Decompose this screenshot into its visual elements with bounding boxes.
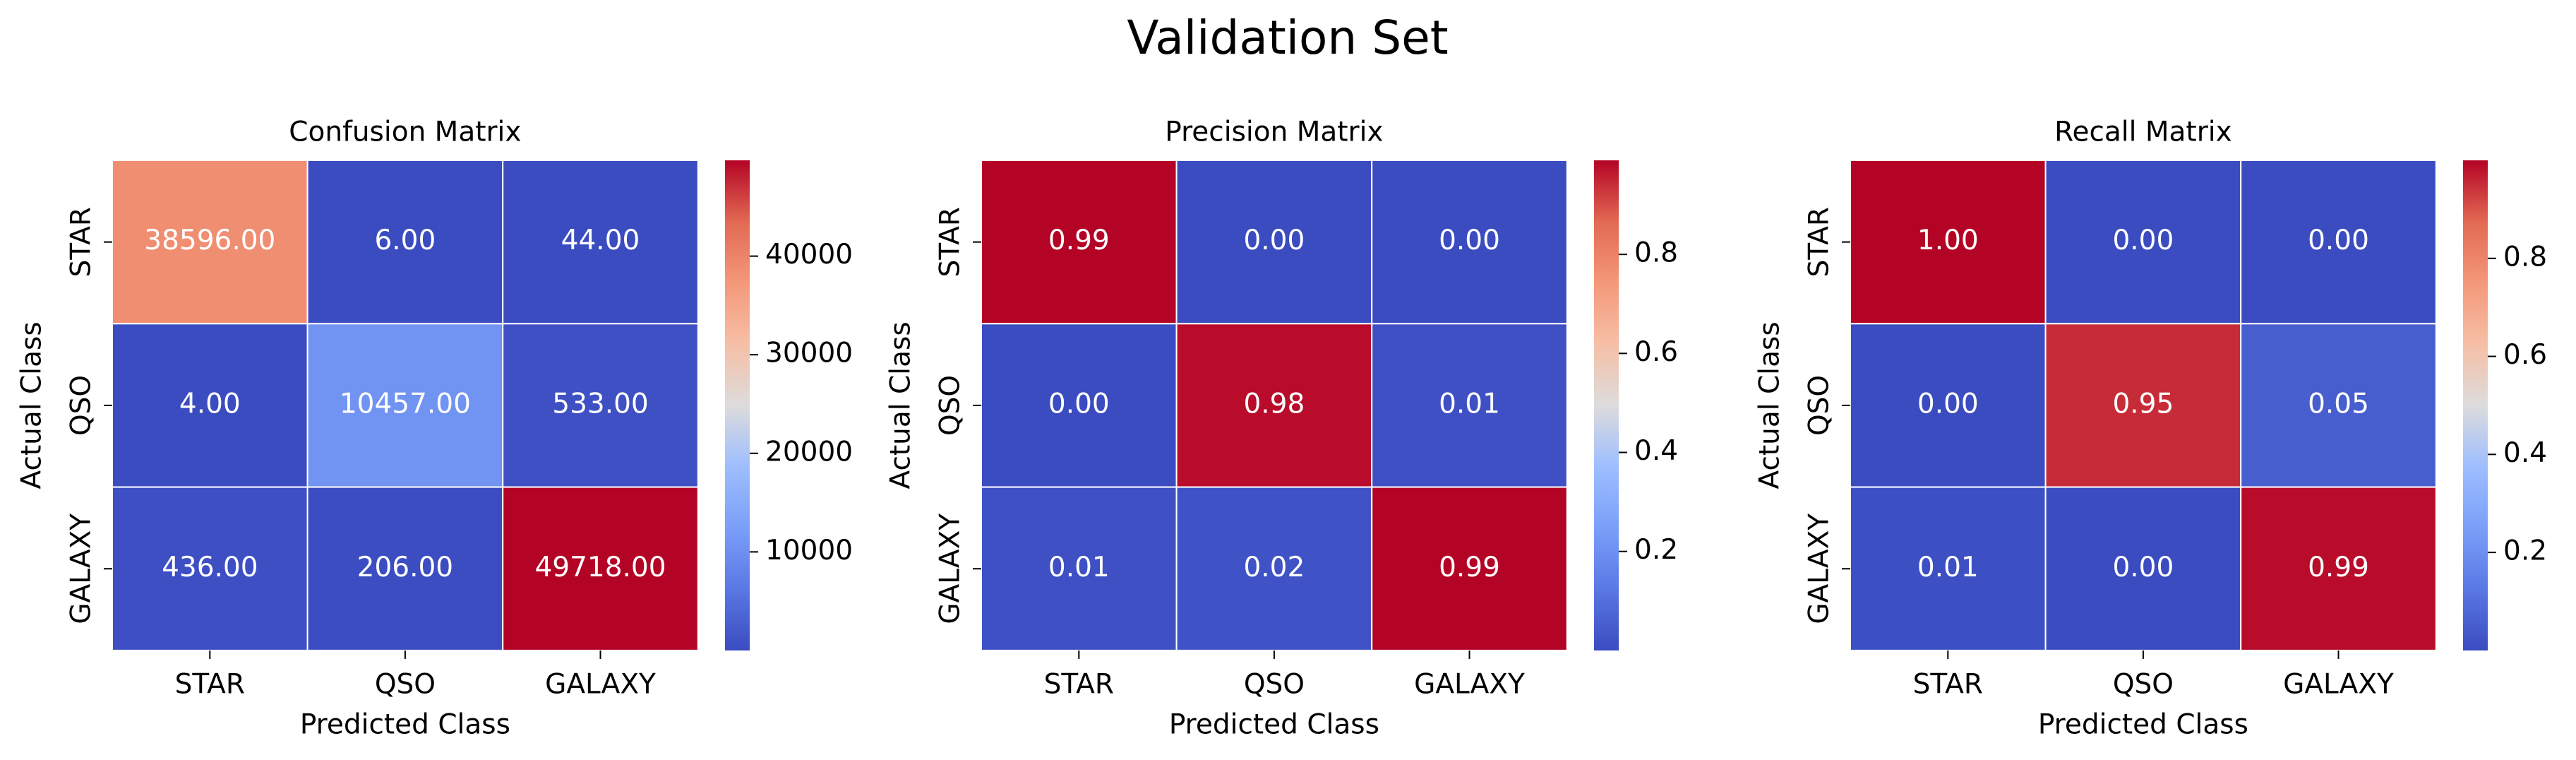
cell-value-label: 1.00 bbox=[1917, 225, 1979, 256]
heatmap-cell bbox=[1175, 160, 1373, 325]
heatmap-cell bbox=[502, 160, 699, 325]
x-tick-label: GALAXY bbox=[545, 668, 656, 700]
heatmap-cell bbox=[1371, 486, 1568, 651]
heatmap-cell bbox=[1175, 486, 1373, 651]
cell-value-label: 0.01 bbox=[1439, 388, 1500, 420]
cell-value-label: 0.99 bbox=[1439, 552, 1500, 583]
cell-value-label: 0.02 bbox=[1243, 552, 1305, 583]
cell-value-label: 533.00 bbox=[552, 388, 648, 420]
colorbar bbox=[725, 160, 750, 651]
cell-value-label: 0.95 bbox=[2112, 388, 2174, 420]
x-tick-label: QSO bbox=[1244, 668, 1305, 700]
cell-value-label: 0.98 bbox=[1243, 388, 1305, 420]
colorbar-tick-label: 0.8 bbox=[1634, 237, 1678, 269]
y-tick-label: QSO bbox=[935, 375, 966, 436]
y-tick-label: GALAXY bbox=[66, 513, 97, 624]
colorbar-tick-label: 20000 bbox=[765, 436, 853, 468]
cell-value-label: 0.01 bbox=[1048, 552, 1110, 583]
cell-value-label: 0.05 bbox=[2308, 388, 2369, 420]
colorbar-tick-label: 0.2 bbox=[1634, 534, 1678, 566]
heatmap-cell bbox=[1371, 160, 1568, 325]
x-axis-label: Predicted Class bbox=[2038, 708, 2248, 740]
x-tick-label: GALAXY bbox=[1414, 668, 1525, 700]
cell-value-label: 0.00 bbox=[2308, 225, 2369, 256]
x-tick-label: STAR bbox=[1044, 668, 1114, 700]
cell-value-label: 206.00 bbox=[357, 552, 453, 583]
heatmap-cell bbox=[1371, 323, 1568, 488]
cell-value-label: 6.00 bbox=[374, 225, 436, 256]
heatmap-cell bbox=[981, 323, 1178, 488]
cell-value-label: 0.99 bbox=[2308, 552, 2369, 583]
cell-value-label: 38596.00 bbox=[144, 225, 275, 256]
cell-value-label: 0.99 bbox=[1048, 225, 1110, 256]
cell-value-label: 10457.00 bbox=[340, 388, 471, 420]
colorbar-tick-label: 10000 bbox=[765, 535, 853, 566]
heatmap-cell bbox=[981, 160, 1178, 325]
heatmap-cell bbox=[1850, 160, 2047, 325]
heatmap-cell bbox=[502, 323, 699, 488]
panel-title: Precision Matrix bbox=[1165, 117, 1383, 148]
heatmap-cell bbox=[1175, 323, 1373, 488]
x-tick-label: STAR bbox=[175, 668, 245, 700]
cell-value-label: 0.00 bbox=[1439, 225, 1500, 256]
colorbar-tick-label: 0.8 bbox=[2503, 241, 2547, 273]
heatmap-cell bbox=[112, 486, 308, 651]
x-tick-label: QSO bbox=[375, 668, 436, 700]
cell-value-label: 4.00 bbox=[179, 388, 241, 420]
panel-title: Confusion Matrix bbox=[289, 117, 521, 148]
y-axis-label: Actual Class bbox=[885, 321, 917, 489]
cell-value-label: 0.00 bbox=[1048, 388, 1110, 420]
cell-value-label: 0.01 bbox=[1917, 552, 1979, 583]
heatmap-cell bbox=[1850, 323, 2047, 488]
y-tick-label: STAR bbox=[935, 207, 966, 277]
colorbar-tick-label: 0.6 bbox=[2503, 339, 2547, 371]
y-tick-label: QSO bbox=[66, 375, 97, 436]
heatmap-cell bbox=[981, 486, 1178, 651]
x-tick-label: STAR bbox=[1913, 668, 1983, 700]
cell-value-label: 44.00 bbox=[561, 225, 640, 256]
heatmap-cell bbox=[502, 486, 699, 651]
heatmap-cell bbox=[306, 323, 504, 488]
x-axis-label: Predicted Class bbox=[1169, 708, 1379, 740]
y-axis-label: Actual Class bbox=[16, 321, 48, 489]
y-tick-label: GALAXY bbox=[935, 513, 966, 624]
colorbar-tick-label: 40000 bbox=[765, 239, 853, 271]
figure-suptitle: Validation Set bbox=[1127, 11, 1448, 65]
heatmap-cell bbox=[2240, 323, 2437, 488]
heatmap-panels: Confusion Matrix 38596.00 6.00 44.00 4.00 104… bbox=[16, 117, 2548, 741]
colorbar-tick-label: 0.4 bbox=[1634, 435, 1678, 467]
heatmap-cell bbox=[112, 160, 308, 325]
colorbar-tick-label: 0.6 bbox=[1634, 336, 1678, 368]
colorbar-tick-label: 0.4 bbox=[2503, 437, 2547, 469]
heatmap-cell bbox=[306, 160, 504, 325]
cell-value-label: 49718.00 bbox=[534, 552, 666, 583]
x-tick-label: QSO bbox=[2113, 668, 2174, 700]
heatmap-cell bbox=[306, 486, 504, 651]
heatmap-cell bbox=[2240, 160, 2437, 325]
heatmap-cell bbox=[2240, 486, 2437, 651]
y-tick-label: GALAXY bbox=[1804, 513, 1835, 624]
heatmap-cell bbox=[112, 323, 308, 488]
colorbar bbox=[1594, 160, 1619, 651]
colorbar bbox=[2463, 160, 2488, 651]
cell-value-label: 0.00 bbox=[1917, 388, 1979, 420]
colorbar-tick-label: 30000 bbox=[765, 338, 853, 369]
cell-value-label: 436.00 bbox=[162, 552, 258, 583]
heatmap-cell bbox=[2044, 486, 2242, 651]
cell-value-label: 0.00 bbox=[2112, 225, 2174, 256]
y-tick-label: QSO bbox=[1804, 375, 1835, 436]
heatmap-cell bbox=[1850, 486, 2047, 651]
y-axis-label: Actual Class bbox=[1754, 321, 1786, 489]
x-tick-label: GALAXY bbox=[2283, 668, 2394, 700]
heatmap-cell bbox=[2044, 160, 2242, 325]
panel-title: Recall Matrix bbox=[2054, 117, 2232, 148]
colorbar-tick-label: 0.2 bbox=[2503, 535, 2547, 567]
cell-value-label: 0.00 bbox=[2112, 552, 2174, 583]
cell-value-label: 0.00 bbox=[1243, 225, 1305, 256]
x-axis-label: Predicted Class bbox=[300, 708, 510, 740]
y-tick-label: STAR bbox=[66, 207, 97, 277]
y-tick-label: STAR bbox=[1804, 207, 1835, 277]
